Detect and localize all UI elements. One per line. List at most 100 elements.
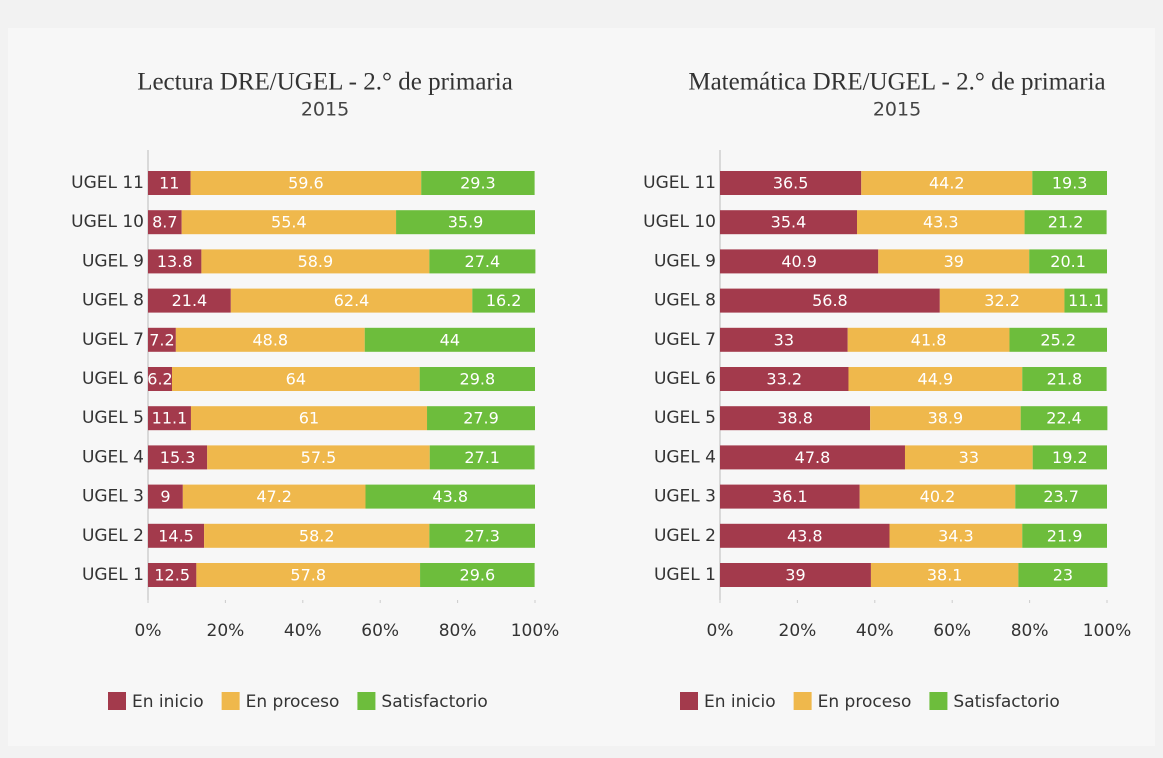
bar-segment [420,563,535,587]
bar-segment [364,327,535,352]
bar-segment [182,484,366,509]
category-label: UGEL 11 [643,173,716,193]
bar-segment [720,406,871,431]
data-label: 20.1 [1050,252,1086,271]
category-label: UGEL 7 [654,330,716,350]
bar-segment [1029,249,1107,274]
category-label: UGEL 5 [82,408,144,428]
bar-segment [148,327,176,352]
data-label: 21.4 [172,291,208,310]
category-label: UGEL 3 [654,487,716,507]
bar-segment [1022,367,1107,391]
data-label: 29.8 [460,370,496,389]
category-label: UGEL 8 [654,291,716,311]
x-tick-label: 100% [511,621,560,641]
x-tick-label: 0% [707,621,734,641]
data-label: 64 [286,370,306,389]
bar-segment [720,484,860,509]
data-label: 33 [774,330,794,349]
bar-segment [1018,563,1108,587]
bar-segment [889,523,1023,548]
bar-segment [429,445,535,470]
category-label: UGEL 5 [654,408,716,428]
bar-segment [204,523,430,548]
category-label: UGEL 1 [82,565,144,585]
bar-segment [1022,523,1107,548]
bar-segment [148,171,191,195]
data-label: 44.2 [929,174,965,193]
bar-segment [720,288,940,313]
bar-segment [190,406,428,431]
x-tick-label: 100% [1083,621,1132,641]
bar-segment [1020,406,1108,431]
x-tick-label: 20% [779,621,817,641]
x-tick-label: 0% [135,621,162,641]
chart-subtitle: 2015 [301,99,349,121]
data-label: 58.9 [298,252,334,271]
data-label: 22.4 [1046,409,1082,428]
bar-segment [720,171,862,195]
data-label: 27.9 [463,409,499,428]
x-tick-label: 60% [933,621,971,641]
data-label: 43.8 [787,526,823,545]
data-label: 48.8 [252,330,288,349]
data-label: 39 [944,252,964,271]
bar-segment [904,445,1033,470]
bar-segment [720,367,849,391]
bar-segment [861,171,1033,195]
legend-label: En inicio [704,692,776,712]
data-label: 21.8 [1047,370,1083,389]
category-label: UGEL 6 [82,369,144,389]
data-label: 27.1 [464,448,500,467]
data-label: 43.3 [923,213,959,232]
bar-segment [472,288,535,313]
data-label: 40.2 [920,487,956,506]
chart-subtitle: 2015 [873,99,921,121]
data-label: 61 [299,409,319,428]
bar-segment [148,484,183,509]
bar-segment [148,523,205,548]
category-label: UGEL 4 [654,447,716,467]
data-label: 29.3 [460,174,496,193]
bar-segment [1024,210,1107,235]
bar-segment [419,367,535,391]
category-label: UGEL 4 [82,447,144,467]
data-label: 62.4 [334,291,370,310]
chart-title: Lectura DRE/UGEL - 2.° de primaria [137,69,513,96]
bar-segment [429,523,535,548]
chart-title: Matemática DRE/UGEL - 2.° de primaria [688,69,1105,96]
bar-segment [421,171,535,195]
x-tick-label: 40% [856,621,894,641]
bar-segment [429,249,536,274]
bar-segment [201,249,430,274]
data-label: 14.5 [158,526,194,545]
bar-segment [207,445,430,470]
legend-label: En inicio [132,692,204,712]
data-label: 57.5 [301,448,337,467]
data-label: 47.8 [795,448,831,467]
data-label: 43.8 [432,487,468,506]
x-tick-label: 40% [284,621,322,641]
bar-segment [1015,484,1107,509]
data-label: 44 [440,330,460,349]
bar-segment [1032,445,1107,470]
bar-segment [720,523,890,548]
legend-label: En proceso [246,692,340,712]
bar-segment [365,484,535,509]
data-label: 23 [1053,566,1073,585]
legend-swatch [108,692,126,710]
bar-segment [190,171,422,195]
x-tick-label: 80% [439,621,477,641]
category-label: UGEL 10 [643,212,716,232]
bar-segment [171,367,420,391]
legend-swatch [221,692,240,710]
bar-segment [848,367,1023,391]
data-label: 9 [160,487,170,506]
legend-swatch [793,692,812,710]
data-label: 13.8 [157,252,193,271]
x-tick-label: 80% [1011,621,1049,641]
category-label: UGEL 7 [82,330,144,350]
data-label: 55.4 [271,213,307,232]
bar-segment [181,210,397,235]
